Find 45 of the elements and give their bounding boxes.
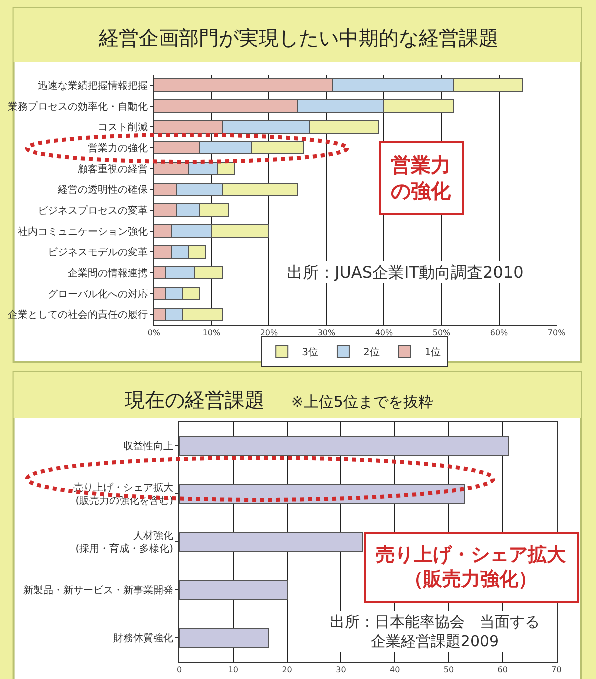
legend-label: 2位 (363, 346, 380, 358)
x-tick-label: 70% (548, 328, 566, 338)
legend-label: 1位 (424, 346, 442, 358)
x-tick-label: 0 (176, 666, 182, 675)
y-tick-label: 迅速な業績把握情報把握 (38, 80, 148, 92)
y-tick-label: グローバル化への対応 (48, 288, 148, 300)
x-tick-label: 10% (202, 328, 221, 338)
x-tick-label: 30% (318, 328, 336, 338)
legend-label: 3位 (302, 346, 318, 358)
annotation: 売り上げ・シェア拡大（販売力強化） (376, 544, 567, 591)
x-tick-label: 50 (444, 666, 454, 675)
bar (180, 628, 269, 648)
y-tick-label: ビジネスモデルの変革 (48, 246, 148, 259)
bar (180, 532, 364, 552)
y-tick-label: 営業力の強化 (88, 142, 148, 154)
chart-title: 現在の経営課題 (125, 388, 265, 412)
annotation: 営業力の強化 (391, 153, 452, 203)
y-tick-label: 収益性向上 (124, 440, 174, 452)
y-tick-label: 企業としての社会的責任の履行 (8, 309, 148, 322)
x-tick-label: 70 (552, 666, 562, 675)
chart-title: 経営企画部門が実現したい中期的な経営課題 (98, 26, 499, 50)
x-tick-label: 60% (490, 328, 509, 338)
y-tick-label: 経営の透明性の確保 (57, 184, 148, 196)
y-tick-label: ビジネスプロセスの変革 (38, 204, 148, 217)
y-tick-label: 社内コミュニケーション強化 (18, 226, 148, 238)
x-tick-label: 20% (260, 328, 278, 338)
y-tick-label: 新製品・新サービス・新事業開発 (24, 584, 174, 596)
y-tick-label: 企業間の情報連携 (68, 267, 148, 280)
chart-subtitle: ※上位5位までを抜粋 (291, 393, 434, 411)
y-tick-label: 業務プロセスの効率化・自動化 (8, 100, 148, 113)
y-tick-label: 人材強化 (採用・育成・多様化) (76, 530, 174, 555)
y-tick-label: コスト削減 (98, 122, 148, 134)
annotation: 出所：日本能率協会 当面する企業経営課題2009 (330, 613, 540, 650)
x-tick-label: 0% (148, 328, 161, 338)
x-tick-label: 40% (375, 328, 394, 338)
y-tick-label: 財務体質強化 (114, 632, 174, 644)
x-tick-label: 60 (498, 666, 508, 675)
x-tick-label: 10 (228, 666, 239, 675)
x-tick-label: 40 (390, 666, 400, 675)
x-tick-label: 50% (432, 328, 452, 338)
bar (180, 580, 288, 600)
y-tick-label: 顧客重視の経営 (78, 163, 148, 176)
x-tick-label: 20 (282, 666, 292, 675)
x-tick-label: 30 (336, 666, 346, 675)
annotation: 出所：JUAS企業IT動向調査2010 (287, 263, 524, 282)
